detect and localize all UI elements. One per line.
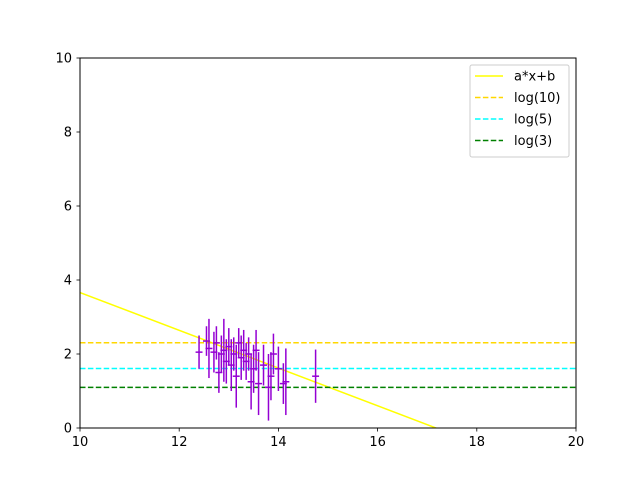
axes: 10 12 14 16 18 20 0 2 4 6 8 10: [55, 52, 584, 451]
legend-label: a*x+b: [514, 70, 555, 85]
errorbar-point-0: [195, 335, 203, 369]
legend-label: log(10): [514, 91, 561, 106]
errorbar-point-20: [252, 329, 260, 371]
y-tick-label-3: 6: [64, 200, 72, 215]
errorbar-point-12: [232, 344, 240, 408]
x-tick-label-5: 20: [568, 435, 585, 450]
legend-box: [469, 64, 570, 158]
errorbar-point-25: [269, 333, 277, 375]
errorbar-point-24: [267, 352, 275, 401]
errorbar-point-29: [312, 349, 320, 403]
legend-entry-2: log(5): [475, 113, 552, 128]
errorbar-point-26: [274, 346, 282, 391]
plot-area: [80, 291, 576, 428]
y-tick-label-5: 10: [55, 52, 72, 67]
legend-label: log(3): [514, 134, 552, 149]
errorbar-point-21: [255, 352, 263, 416]
x-tick-label-4: 18: [469, 435, 486, 450]
legend-label: log(5): [514, 113, 552, 128]
x-tick-label-0: 10: [72, 435, 89, 450]
legend-entry-1: log(10): [475, 91, 561, 106]
x-tick-label-2: 14: [270, 435, 287, 450]
legend-entry-3: log(3): [475, 134, 552, 149]
errorbar-point-4: [212, 326, 220, 360]
y-tick-label-1: 2: [64, 348, 72, 363]
errorbar-point-22: [260, 344, 267, 386]
axes-frame: [79, 57, 577, 429]
errorbar-point-28: [282, 348, 290, 416]
legend-entry-0: a*x+b: [475, 70, 555, 85]
y-tick-label-4: 8: [64, 126, 72, 141]
y-tick-label-2: 4: [64, 274, 72, 289]
x-tick-label-3: 16: [369, 435, 386, 450]
y-tick-label-0: 0: [64, 422, 72, 437]
x-tick-label-1: 12: [171, 435, 188, 450]
errorbar-point-2: [205, 318, 213, 379]
legend: a*x+b log(10) log(5) log(3): [469, 64, 570, 158]
